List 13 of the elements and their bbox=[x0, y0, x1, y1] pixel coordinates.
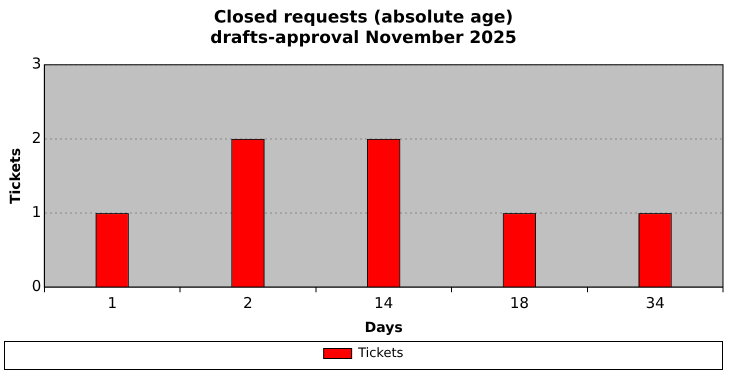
y-tick-label: 2 bbox=[32, 128, 42, 147]
y-tick-label: 0 bbox=[32, 277, 42, 296]
y-tick-label: 1 bbox=[32, 202, 42, 221]
x-tick-label: 1 bbox=[107, 294, 117, 312]
x-tick-label: 14 bbox=[374, 294, 394, 312]
legend-label: Tickets bbox=[357, 346, 404, 361]
y-axis-title: Tickets bbox=[8, 148, 24, 204]
chart-title: Closed requests (absolute age) drafts-approval November 2025 bbox=[210, 8, 517, 48]
y-tick-label: 3 bbox=[32, 54, 42, 73]
x-tick-label: 2 bbox=[243, 294, 253, 312]
x-tick-label: 18 bbox=[510, 294, 529, 312]
x-tick-label: 34 bbox=[646, 294, 665, 312]
x-axis-title: Days bbox=[364, 320, 403, 336]
